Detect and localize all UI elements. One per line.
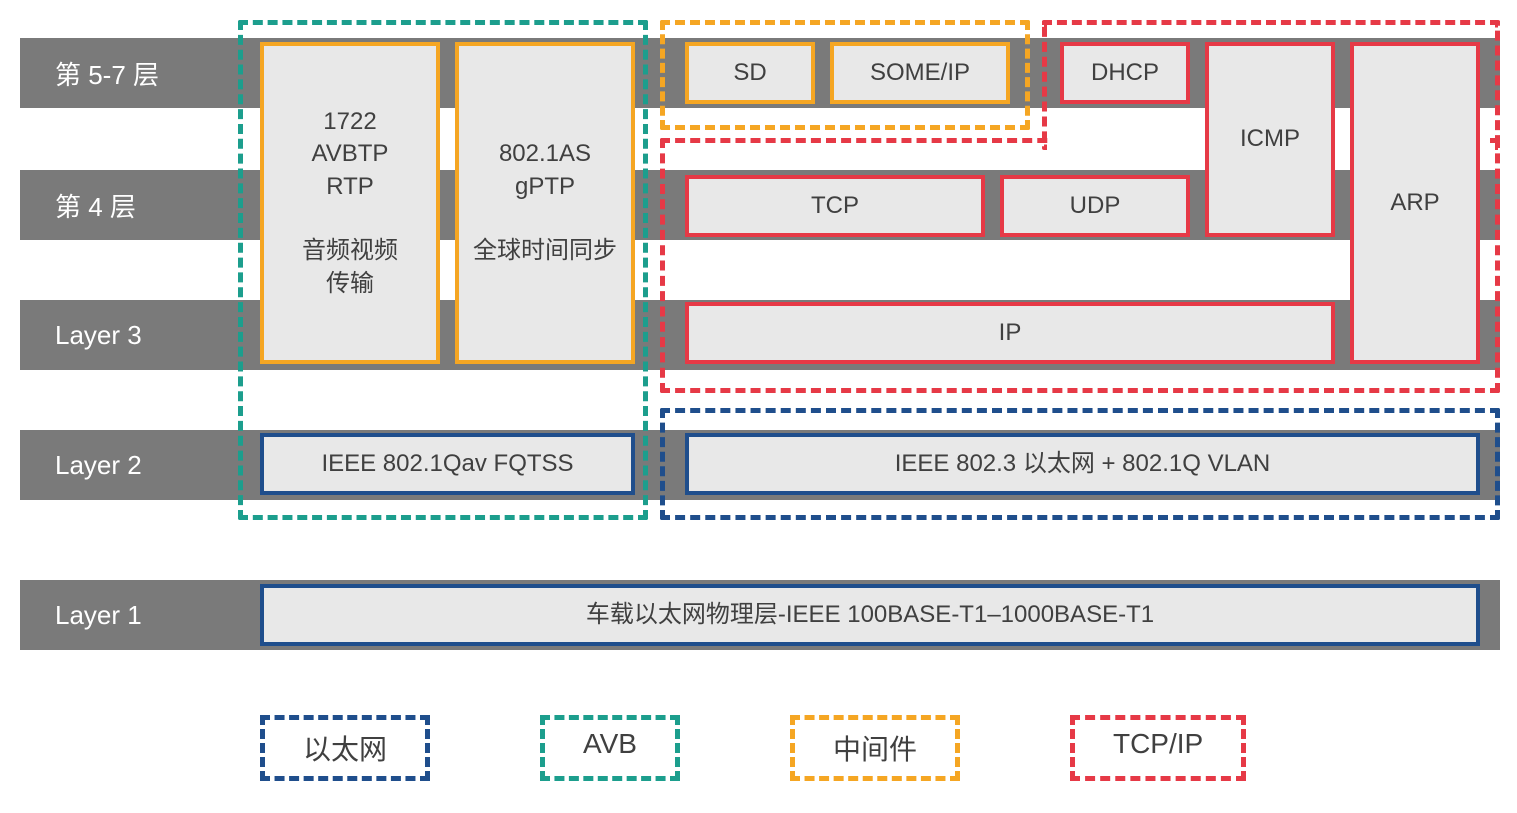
box-fqtss-text: IEEE 802.1Qav FQTSS [321,448,573,480]
box-dhcp: DHCP [1060,42,1190,104]
box-udp-text: UDP [1070,190,1121,222]
legend-row: 以太网 AVB 中间件 TCP/IP [260,715,1246,781]
box-sd: SD [685,42,815,104]
layer-label-3: Layer 3 [20,320,142,351]
legend-tcpip-text: TCP/IP [1113,728,1203,759]
box-avbtp-text: 1722 AVBTP RTP 音频视频 传输 [302,106,398,300]
legend-avb: AVB [540,715,680,781]
diagram-canvas: 第 5-7 层 第 4 层 Layer 3 Layer 2 Layer 1 17… [20,20,1500,790]
legend-middleware: 中间件 [790,715,960,781]
box-tcp: TCP [685,175,985,237]
box-icmp-text: ICMP [1240,123,1300,155]
box-udp: UDP [1000,175,1190,237]
layer-label-57: 第 5-7 层 [20,55,159,92]
legend-middleware-text: 中间件 [833,734,917,765]
box-ip-text: IP [999,317,1022,349]
box-phy-text: 车载以太网物理层-IEEE 100BASE-T1–1000BASE-T1 [586,599,1154,631]
layer-label-4: 第 4 层 [20,187,136,224]
box-gptp: 802.1AS gPTP 全球时间同步 [455,42,635,364]
box-phy: 车载以太网物理层-IEEE 100BASE-T1–1000BASE-T1 [260,584,1480,646]
box-eth8023-text: IEEE 802.3 以太网 + 802.1Q VLAN [895,448,1271,480]
layer-label-2: Layer 2 [20,450,142,481]
legend-ethernet-text: 以太网 [303,734,387,765]
box-icmp: ICMP [1205,42,1335,237]
box-avbtp: 1722 AVBTP RTP 音频视频 传输 [260,42,440,364]
box-tcp-text: TCP [811,190,859,222]
box-arp-text: ARP [1390,187,1439,219]
box-gptp-text: 802.1AS gPTP 全球时间同步 [473,138,617,268]
legend-tcpip: TCP/IP [1070,715,1246,781]
legend-ethernet: 以太网 [260,715,430,781]
layer-label-1: Layer 1 [20,600,142,631]
box-eth8023: IEEE 802.3 以太网 + 802.1Q VLAN [685,433,1480,495]
box-fqtss: IEEE 802.1Qav FQTSS [260,433,635,495]
box-sd-text: SD [733,57,766,89]
box-ip: IP [685,302,1335,364]
box-someip: SOME/IP [830,42,1010,104]
box-someip-text: SOME/IP [870,57,970,89]
box-arp: ARP [1350,42,1480,364]
legend-avb-text: AVB [583,728,637,759]
box-dhcp-text: DHCP [1091,57,1159,89]
